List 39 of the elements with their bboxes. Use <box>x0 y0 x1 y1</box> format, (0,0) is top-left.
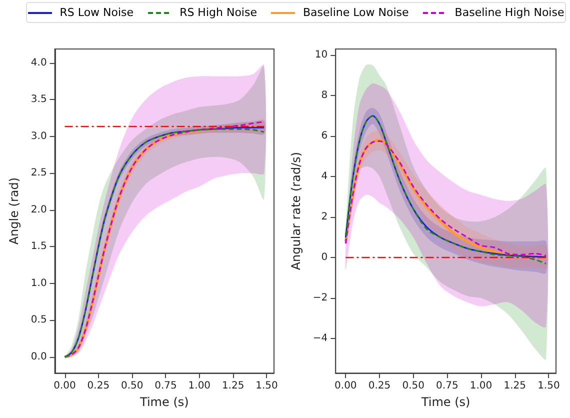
y-tick-label: −4 <box>312 333 328 344</box>
x-tick-label: 1.25 <box>222 380 244 392</box>
y-tick-label: 10 <box>314 50 328 61</box>
x-tick-label: 0.75 <box>154 380 177 392</box>
x-tick-label: 0.25 <box>368 380 391 392</box>
y-tick-label: 0 <box>321 252 328 264</box>
y-tick-label: 8 <box>321 90 328 102</box>
x-tick-label: 0.50 <box>402 380 424 392</box>
legend-label: Baseline High Noise <box>454 6 564 19</box>
y-tick-label: 6 <box>321 130 328 142</box>
x-tick-label: 1.25 <box>504 380 526 392</box>
x-tick-label: 0.25 <box>87 380 110 392</box>
y-tick-label: −2 <box>312 292 328 304</box>
y-tick-label: 1.5 <box>30 241 47 252</box>
y-tick-label: 0.0 <box>30 351 47 362</box>
y-tick-label: 2.0 <box>30 204 47 216</box>
x-axis-title: Time (s) <box>420 395 470 409</box>
y-tick-label: 2.5 <box>30 168 47 179</box>
x-tick-label: 1.50 <box>256 380 278 392</box>
y-axis-title: Angular rate (rad/s) <box>289 152 303 270</box>
legend-label: RS High Noise <box>180 6 257 19</box>
y-tick-label: 3.0 <box>30 130 47 142</box>
y-tick-label: 3.5 <box>30 94 47 106</box>
x-tick-label: 1.00 <box>188 380 211 392</box>
x-tick-label: 1.50 <box>538 380 560 392</box>
x-tick-label: 0.00 <box>334 380 357 392</box>
legend-label: Baseline Low Noise <box>302 6 409 19</box>
x-axis-title: Time (s) <box>139 395 189 409</box>
legend-label: RS Low Noise <box>60 6 134 19</box>
y-tick-label: 0.5 <box>30 314 47 326</box>
y-tick-label: 4 <box>321 171 328 182</box>
y-axis-title: Angle (rad) <box>7 177 21 245</box>
x-tick-label: 0.00 <box>54 380 76 392</box>
y-tick-label: 4.0 <box>30 57 47 68</box>
x-tick-label: 0.50 <box>120 380 144 392</box>
y-tick-label: 1.0 <box>30 278 47 289</box>
x-tick-label: 0.75 <box>436 380 458 392</box>
x-tick-label: 1.00 <box>470 380 492 392</box>
y-tick-label: 2 <box>321 212 328 223</box>
